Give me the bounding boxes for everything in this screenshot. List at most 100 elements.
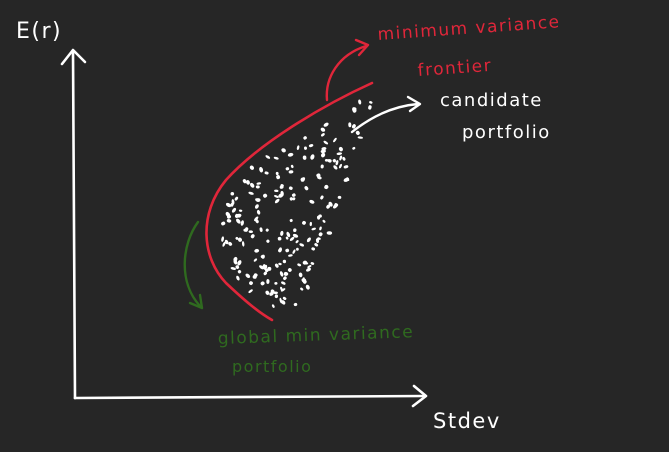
candidate-portfolio-dot: [254, 248, 260, 253]
candidate-portfolio-dot: [345, 177, 350, 182]
candidate-portfolio-dot: [278, 193, 283, 198]
y-axis: [71, 50, 77, 400]
candidate-portfolio-dot: [326, 204, 331, 209]
candidate-portfolio-dot: [310, 262, 315, 265]
candidate-portfolio-dot: [273, 291, 278, 295]
candidate-portfolio-dot: [221, 236, 225, 242]
candidate-portfolio-dot: [326, 231, 333, 235]
candidate-portfolio-dot: [274, 189, 279, 193]
candidate-portfolio-dot: [265, 268, 269, 273]
candidate-portfolio-dot: [265, 228, 269, 232]
candidate-portfolio-dot: [256, 209, 261, 215]
candidate-portfolio-dot: [290, 164, 294, 169]
candidate-portfolio-dot: [282, 259, 287, 264]
frontier-label-line-2: frontier: [417, 56, 493, 81]
candidate-portfolio-dot: [253, 258, 258, 262]
candidate-portfolio-dot: [285, 167, 290, 171]
candidate-portfolio-dot: [249, 165, 255, 170]
candidate-portfolio-dot: [237, 260, 242, 266]
candidate-portfolio-dot: [314, 243, 319, 247]
candidate-portfolio-dot: [248, 191, 254, 195]
candidate-portfolio-dot: [234, 196, 239, 201]
candidate-portfolio-dot: [241, 241, 245, 247]
candidate-portfolio-dot: [280, 288, 286, 292]
candidate-portfolio-dot: [274, 198, 280, 204]
candidate-portfolio-dot: [300, 287, 304, 291]
candidate-portfolio-dot: [280, 184, 284, 188]
candidate-portfolio-dot: [242, 179, 247, 184]
candidate-portfolio-dot: [303, 136, 307, 140]
candidate-portfolio-dot: [222, 241, 226, 247]
candidate-portfolio-dot: [292, 197, 296, 201]
candidate-portfolio-dot: [253, 273, 258, 277]
candidate-portfolio-dot: [289, 197, 294, 201]
candidate-portfolio-dot: [237, 237, 243, 242]
candidate-portfolio-dot: [311, 247, 316, 251]
candidate-portfolio-dot: [304, 186, 309, 191]
candidate-portfolio-dot: [271, 304, 275, 308]
candidate-portfolio-dot: [307, 265, 312, 269]
candidate-portfolio-dot: [225, 202, 232, 208]
candidate-portfolio-dot: [321, 147, 327, 151]
candidate-portfolio-dot: [255, 218, 259, 224]
candidate-portfolio-dot: [280, 230, 284, 236]
candidate-portfolio-dot: [256, 198, 261, 202]
candidate-portfolio-dot: [352, 108, 357, 112]
candidate-portfolio-dot: [368, 105, 372, 110]
candidate-portfolio-dot: [302, 260, 308, 265]
candidate-portfolio-dot: [351, 124, 356, 129]
candidate-portfolio-dot: [369, 101, 373, 104]
candidate-portfolio-dot: [333, 137, 337, 143]
candidate-portfolio-dot: [339, 155, 343, 161]
candidate-portfolio-dot: [302, 155, 307, 160]
candidate-portfolio-dot: [318, 214, 322, 218]
candidate-portfolio-dot: [297, 263, 302, 267]
candidate-portfolio-dot: [289, 236, 295, 241]
y-axis-label: E(r): [16, 19, 62, 44]
candidate-portfolio-dot: [352, 146, 356, 150]
candidate-portfolio-dot: [274, 294, 279, 299]
candidate-portfolio-dot: [274, 195, 279, 198]
axes: [60, 48, 428, 408]
candidate-portfolio-dot: [333, 165, 338, 170]
candidate-portfolio-dot: [278, 262, 282, 266]
candidate-portfolio-dot: [235, 265, 240, 269]
candidate-portfolio-dot: [332, 204, 338, 209]
candidate-portfolio-dot: [283, 276, 287, 281]
candidate-portfolio-dot: [262, 264, 267, 270]
x-axis: [73, 394, 427, 400]
candidate-portfolio-dot: [285, 236, 289, 240]
candidate-portfolio-dot: [358, 99, 362, 105]
candidate-portfolio-dot: [283, 272, 289, 276]
candidate-portfolio-dot: [265, 155, 271, 159]
candidate-portfolio-dot: [240, 220, 244, 226]
candidate-portfolio-dot: [224, 239, 229, 245]
candidate-portfolio-dot: [309, 199, 315, 204]
candidate-portfolio-dot: [285, 248, 290, 253]
candidate-portfolio-cloud: [221, 99, 373, 308]
candidate-portfolio-dot: [282, 296, 287, 300]
candidate-portfolio-dot: [238, 209, 243, 212]
candidate-portfolio-dot: [264, 171, 269, 175]
candidate-portfolio-dot: [320, 149, 326, 154]
candidate-portfolio-dot: [343, 165, 349, 169]
candidate-portfolio-dot: [355, 130, 360, 135]
candidate-portfolio-dot: [244, 227, 249, 232]
candidate-portfolio-dot: [317, 176, 322, 180]
x-axis-arrowhead: [411, 384, 428, 408]
candidate-portfolio-dot: [281, 300, 286, 305]
candidate-portfolio-dot: [228, 241, 233, 246]
candidate-portfolio-dot: [266, 239, 270, 243]
candidate-portfolio-dot: [260, 281, 265, 286]
candidate-portfolio-dot: [273, 156, 279, 160]
candidate-portfolio-dot: [336, 152, 343, 156]
candidate-portfolio-dot: [324, 184, 329, 190]
candidate-portfolio-dot: [301, 177, 306, 182]
candidate-portfolio-dot: [250, 182, 255, 188]
y-axis-arrowhead: [60, 48, 87, 66]
candidate-portfolio-dot: [287, 152, 294, 157]
x-axis-label: Stdev: [433, 409, 501, 433]
candidate-portfolio-dot: [332, 159, 337, 163]
candidate-portfolio-dot: [302, 220, 306, 225]
frontier-callout-arrow: [325, 38, 370, 102]
